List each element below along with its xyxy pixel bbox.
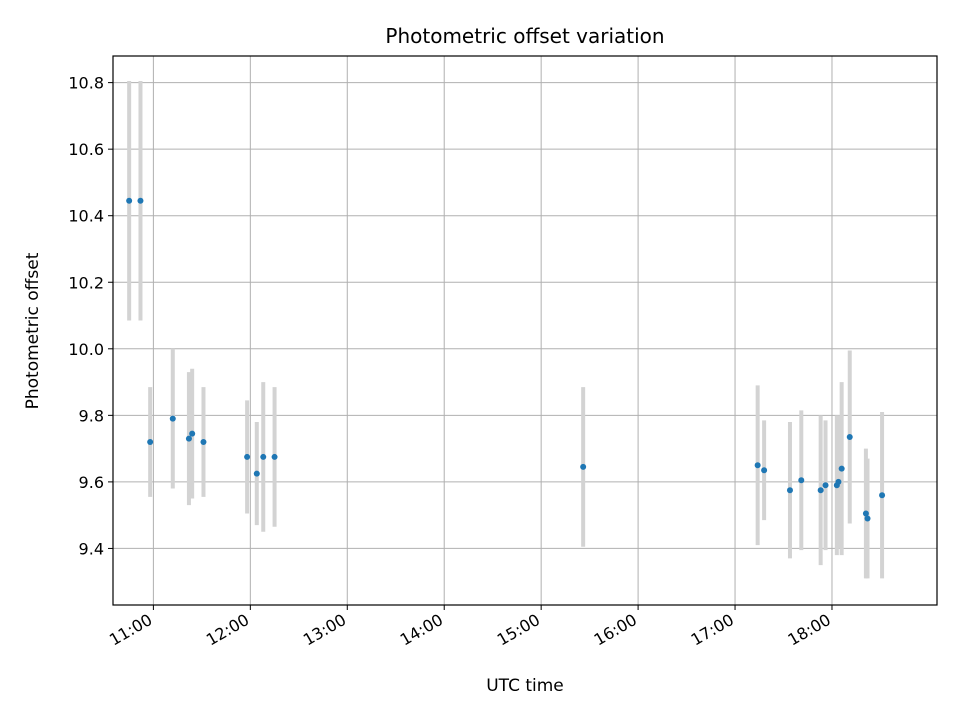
data-point <box>189 430 196 437</box>
data-point <box>879 492 886 499</box>
y-tick-label: 10.0 <box>68 340 104 359</box>
data-point <box>817 487 824 494</box>
data-point <box>786 487 793 494</box>
data-point <box>838 465 845 472</box>
y-tick-label: 9.8 <box>79 406 104 425</box>
data-points <box>126 197 886 522</box>
data-point <box>147 438 154 445</box>
chart-title: Photometric offset variation <box>385 24 664 48</box>
data-point <box>185 435 192 442</box>
data-point <box>169 415 176 422</box>
data-point <box>835 478 842 485</box>
data-point <box>822 482 829 489</box>
data-point <box>126 197 133 204</box>
y-tick-label: 10.6 <box>68 140 104 159</box>
data-point <box>253 470 260 477</box>
data-point <box>200 438 207 445</box>
y-tick-label: 9.6 <box>79 473 104 492</box>
data-point <box>260 453 267 460</box>
data-point <box>137 197 144 204</box>
data-point <box>754 462 761 469</box>
data-point <box>862 510 869 517</box>
y-tick-label: 10.2 <box>68 273 104 292</box>
data-point <box>244 453 251 460</box>
data-point <box>864 515 871 522</box>
y-tick-label: 10.8 <box>68 74 104 93</box>
y-tick-label: 10.4 <box>68 207 104 226</box>
y-axis-label: Photometric offset <box>23 252 43 409</box>
y-tick-label: 9.4 <box>79 539 104 558</box>
x-axis-label: UTC time <box>486 676 564 696</box>
data-point <box>580 463 587 470</box>
data-point <box>271 453 278 460</box>
data-point <box>846 433 853 440</box>
plot-frame <box>112 55 938 606</box>
data-point <box>761 467 768 474</box>
data-point <box>798 477 805 484</box>
